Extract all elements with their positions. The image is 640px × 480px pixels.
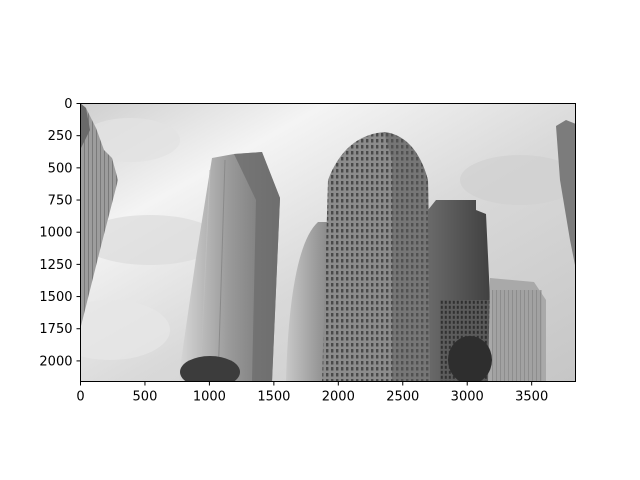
- x-tick-label: 1500: [257, 390, 290, 405]
- x-tick-label: 2500: [386, 390, 419, 405]
- axes-frame: [80, 103, 576, 382]
- x-tick-label: 0: [76, 390, 84, 405]
- y-tick-label: 2000: [39, 354, 72, 369]
- x-tick-label: 2000: [322, 390, 355, 405]
- x-tick-label: 3000: [451, 390, 484, 405]
- y-tick-label: 250: [48, 129, 73, 144]
- y-tick-label: 500: [48, 161, 73, 176]
- y-tick-label: 750: [48, 194, 73, 209]
- y-tick-label: 0: [64, 97, 72, 112]
- y-tick-label: 1750: [39, 322, 72, 337]
- photo-grayscale-skyscrapers: [80, 103, 576, 382]
- y-axis-ticks: 0 250 500 750 1000 1250 1500 1750 2000: [39, 97, 81, 369]
- y-tick-label: 1250: [39, 258, 72, 273]
- y-tick-label: 1500: [39, 290, 72, 305]
- x-tick-label: 3500: [515, 390, 548, 405]
- x-axis-ticks: 0 500 1000 1500 2000 2500 3000 3500: [76, 381, 548, 405]
- x-tick-label: 500: [133, 390, 158, 405]
- x-tick-label: 1000: [193, 390, 226, 405]
- y-tick-label: 1000: [39, 226, 72, 241]
